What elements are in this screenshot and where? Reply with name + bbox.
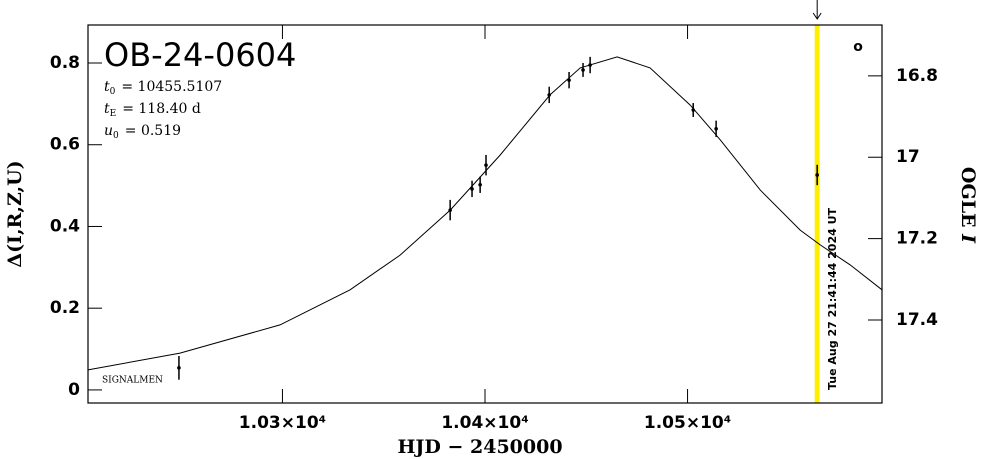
- x-tick-label: 1.05×10⁴: [644, 413, 731, 433]
- param-value: = 0.519: [125, 123, 181, 139]
- plot-frame: [87, 24, 883, 404]
- param-sub: 0: [113, 131, 119, 141]
- now-label: Tue Aug 27 21:41:44 2024 UT: [826, 207, 839, 390]
- y-tick-label: 0.6: [50, 135, 80, 155]
- data-point: [567, 78, 571, 82]
- y-axis-label: Δ(I,R,Z,U): [4, 160, 26, 267]
- data-point: [588, 63, 592, 67]
- x-tick-label: 1.04×10⁴: [441, 413, 528, 433]
- param-symbol: u: [104, 123, 113, 139]
- y-tick-label: 0: [68, 380, 80, 400]
- param-sub: E: [110, 109, 117, 119]
- data-point: [714, 126, 718, 131]
- param-line: tE = 118.40 d: [104, 101, 201, 119]
- param-value: = 118.40 d: [122, 101, 201, 117]
- data-point: [448, 208, 452, 212]
- y2-tick-label: 17.4: [896, 310, 938, 330]
- y-tick-label: 0.2: [50, 298, 80, 318]
- y2-tick-label: 17.2: [896, 229, 938, 249]
- now-arrow-head: [812, 12, 822, 20]
- y2-tick-label: 16.8: [896, 66, 938, 86]
- data-point: [478, 182, 482, 187]
- param-line: t0 = 10455.5107: [104, 79, 222, 97]
- param-symbol: t: [104, 79, 110, 95]
- data-point: [470, 187, 474, 191]
- data-point: [177, 366, 181, 370]
- param-sub: 0: [110, 87, 116, 97]
- y2-tick-label: 17: [896, 147, 920, 167]
- chart-title: OB-24-0604: [104, 36, 296, 74]
- y-tick-label: 0.8: [50, 53, 80, 73]
- y-tick-label: 0.4: [50, 216, 80, 236]
- y2-axis-label: OGLE I: [957, 167, 979, 244]
- data-point: [547, 93, 552, 97]
- data-point: [691, 108, 696, 112]
- x-tick-label: 1.03×10⁴: [239, 413, 326, 433]
- footnote: SIGNALMEN: [102, 376, 163, 386]
- param-symbol: t: [104, 101, 110, 117]
- data-point: [581, 68, 585, 72]
- corner-mark: o: [853, 39, 863, 55]
- x-axis-label: HJD − 2450000: [397, 436, 562, 458]
- data-point: [815, 173, 819, 177]
- y2-label-band: I: [957, 233, 979, 244]
- data-point: [484, 163, 488, 167]
- y2-label-text: OGLE: [957, 167, 979, 228]
- model-curve: [87, 56, 883, 371]
- param-value: = 10455.5107: [121, 79, 222, 95]
- param-line: u0 = 0.519: [104, 123, 181, 141]
